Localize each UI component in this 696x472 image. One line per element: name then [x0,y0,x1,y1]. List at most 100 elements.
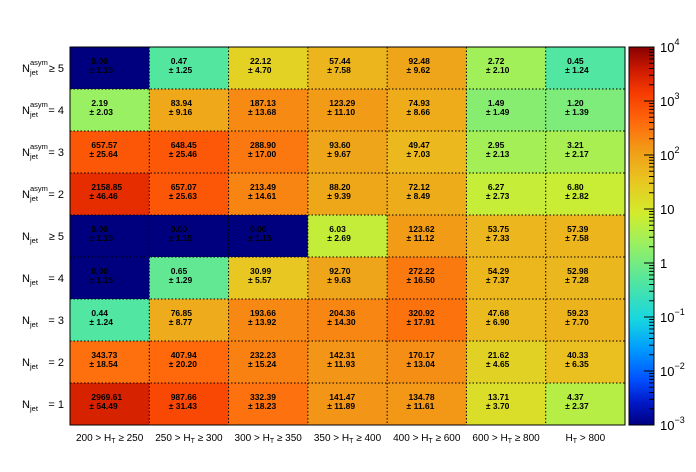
cell-value-label: 987.66 [171,392,197,402]
cell-value-label: 0.65 [171,266,188,276]
cell-value-label: 288.90 [250,140,276,150]
heatmap-cell [228,89,309,132]
cell-error-label: ± 1.24 [565,65,589,75]
heatmap-cell [149,131,230,174]
cell-error-label: ± 2.69 [327,233,351,243]
cell-error-label: ± 13.04 [407,359,436,369]
heatmap-cell [307,257,388,300]
svg-text:= 2: = 2 [48,189,64,201]
cell-error-label: ± 1.15 [169,233,193,243]
heatmap-cell [70,299,150,342]
cell-value-label: 332.39 [250,392,276,402]
cell-value-label: 72.12 [409,182,431,192]
cell-value-label: 1.49 [488,98,505,108]
cell-error-label: ± 11.12 [407,233,435,243]
cell-value-label: 2.95 [488,140,505,150]
cell-value-label: 0.00 [91,266,108,276]
heatmap-cell [149,47,230,90]
cell-value-label: 123.29 [329,98,355,108]
cell-error-label: ± 46.46 [89,191,118,201]
cell-value-label: 0.00 [250,224,267,234]
plot-frame [69,46,626,426]
svg-text:N: N [22,63,30,75]
cell-value-label: 30.99 [250,266,272,276]
cell-error-label: ± 7.70 [565,317,589,327]
cell-value-label: 93.60 [329,140,351,150]
x-tick-label: 300 > HT ≥ 350 [235,433,303,445]
heatmap-cell [228,383,309,426]
svg-text:N: N [22,315,30,327]
x-tick-label: 200 > HT ≥ 250 [76,433,144,445]
heatmap-cell [307,299,388,342]
svg-text:asym: asym [30,142,48,151]
cell-value-label: 141.47 [329,392,355,402]
heatmap-cell [387,341,467,384]
cell-value-label: 47.68 [488,308,510,318]
cell-error-label: ± 11.61 [407,401,435,411]
z-tick-label: 103 [660,91,679,109]
cell-error-label: ± 18.54 [89,359,118,369]
heatmap-cell [228,341,309,384]
cell-error-label: ± 1.29 [169,275,193,285]
cell-error-label: ± 13.92 [248,317,277,327]
cell-value-label: 193.66 [250,308,276,318]
cell-error-label: ± 16.50 [407,275,436,285]
cell-value-label: 6.80 [567,182,584,192]
svg-text:N: N [22,231,30,243]
cell-error-label: ± 20.20 [169,359,198,369]
heatmap-cell [70,215,150,258]
svg-text:jet: jet [29,278,39,287]
heatmap-cell [149,215,230,258]
heatmap-cell [228,257,309,300]
cell-value-label: 2.19 [91,98,108,108]
cell-value-label: 57.44 [329,56,351,66]
cell-error-label: ± 7.33 [486,233,510,243]
heatmap-cell [307,215,388,258]
cell-value-label: 92.70 [329,266,351,276]
cell-error-label: ± 9.63 [327,275,351,285]
cell-error-label: ± 2.03 [89,107,113,117]
cell-error-label: ± 3.70 [486,401,510,411]
cell-error-label: ± 6.90 [486,317,510,327]
heatmap-cell [307,173,388,216]
heatmap-cell [466,89,547,132]
svg-text:N: N [22,357,30,369]
heatmap-cell [70,257,150,300]
cell-value-label: 648.45 [171,140,197,150]
cell-value-label: 407.94 [171,350,197,360]
cell-value-label: 49.47 [409,140,431,150]
heatmap-cell [466,299,547,342]
x-axis-labels: 200 > HT ≥ 250 250 > HT ≥ 300 300 > HT ≥ 3… [76,433,606,445]
cell-error-label: ± 9.62 [407,65,431,75]
cell-error-label: ± 1.15 [89,275,113,285]
heatmap-cell [70,341,150,384]
heatmap-cell [387,47,467,90]
cell-error-label: ± 7.37 [486,275,510,285]
heatmap-cell [545,89,626,132]
heatmap-cell [387,215,467,258]
svg-text:asym: asym [30,100,48,109]
cell-error-label: ± 2.37 [565,401,589,411]
heatmap-cell [228,131,309,174]
cell-error-label: ± 1.39 [565,107,589,117]
cell-error-label: ± 54.49 [89,401,118,411]
svg-text:≥ 5: ≥ 5 [49,63,64,75]
z-tick-label: 104 [660,37,679,55]
cell-value-label: 187.13 [250,98,276,108]
heatmap-cell [387,131,467,174]
cell-error-label: ± 31.43 [169,401,198,411]
svg-text:= 4: = 4 [48,273,64,285]
cell-value-label: 0.00 [91,224,108,234]
cell-error-label: ± 25.63 [169,191,198,201]
heatmap-cell [70,89,150,132]
cell-error-label: ± 7.03 [407,149,431,159]
cell-error-label: ± 2.73 [486,191,510,201]
cell-error-label: ± 11.10 [327,107,355,117]
cell-error-label: ± 17.91 [407,317,436,327]
cell-value-label: 2158.85 [91,182,122,192]
heatmap-cell [228,215,309,258]
svg-text:asym: asym [30,58,48,67]
